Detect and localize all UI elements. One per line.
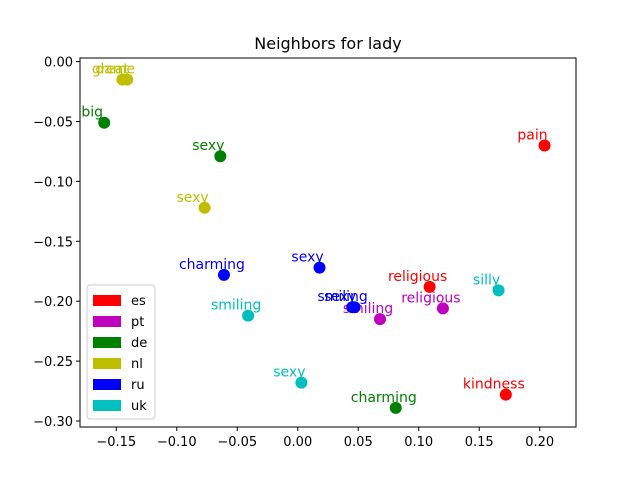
point-uk bbox=[295, 376, 308, 389]
legend-swatch-ru bbox=[93, 379, 121, 390]
y-tick-label: −0.05 bbox=[33, 115, 73, 130]
legend-swatch-nl bbox=[93, 358, 121, 369]
x-tick-label: 0.05 bbox=[344, 435, 373, 450]
point-label-de: sexy bbox=[192, 138, 224, 154]
point-label-es: pain bbox=[517, 127, 547, 143]
point-ru bbox=[313, 261, 326, 274]
point-label-de: charming bbox=[351, 390, 417, 406]
x-tick-label: 0.10 bbox=[404, 435, 433, 450]
point-de bbox=[389, 401, 402, 414]
point-nl bbox=[198, 201, 211, 214]
x-tick-label: 0.00 bbox=[283, 435, 312, 450]
point-label-es: kindness bbox=[463, 377, 525, 393]
y-tick-label: −0.10 bbox=[33, 175, 73, 190]
chart-title: Neighbors for lady bbox=[254, 34, 401, 53]
point-label-de: big bbox=[81, 105, 103, 121]
point-label-nl: great bbox=[92, 62, 130, 78]
point-pt bbox=[374, 313, 387, 326]
legend-label-uk: uk bbox=[131, 399, 147, 414]
point-ru bbox=[217, 268, 230, 281]
point-label-ru: charming bbox=[179, 257, 245, 273]
legend-label-es: es bbox=[131, 294, 146, 309]
point-es bbox=[423, 280, 436, 293]
point-es bbox=[538, 139, 551, 152]
legend-swatch-uk bbox=[93, 400, 121, 411]
point-uk bbox=[492, 284, 505, 297]
y-tick-label: 0.00 bbox=[44, 56, 73, 71]
point-label-uk: silly bbox=[473, 272, 500, 288]
point-es bbox=[499, 388, 512, 401]
legend-label-nl: nl bbox=[131, 357, 143, 372]
plot-frame bbox=[79, 57, 577, 428]
y-tick-label: −0.20 bbox=[33, 295, 73, 310]
legend-swatch-pt bbox=[93, 316, 121, 327]
y-tick-label: −0.30 bbox=[33, 415, 73, 430]
x-tick-label: 0.20 bbox=[525, 435, 554, 450]
x-tick-label: 0.15 bbox=[465, 435, 494, 450]
legend-swatch-de bbox=[93, 337, 121, 348]
legend-label-pt: pt bbox=[131, 315, 144, 330]
x-tick-label: −0.05 bbox=[217, 435, 257, 450]
point-ru bbox=[346, 301, 359, 314]
point-label-nl: dame bbox=[95, 62, 135, 78]
x-tick-label: −0.10 bbox=[157, 435, 197, 450]
point-nl bbox=[121, 73, 134, 86]
point-uk bbox=[242, 309, 255, 322]
legend-swatch-es bbox=[93, 295, 121, 306]
point-label-uk: sexy bbox=[273, 365, 305, 381]
point-label-es: religious bbox=[388, 269, 447, 285]
y-tick-label: −0.25 bbox=[33, 355, 73, 370]
point-label-ru: smiling bbox=[317, 289, 367, 305]
x-tick-label: −0.15 bbox=[96, 435, 136, 450]
point-pt bbox=[436, 302, 449, 315]
point-label-uk: smiling bbox=[211, 298, 261, 314]
legend: es pt de nl ru uk bbox=[86, 284, 156, 420]
y-tick-label: −0.15 bbox=[33, 235, 73, 250]
point-de bbox=[214, 150, 227, 163]
point-label-pt: religious bbox=[401, 290, 460, 306]
point-label-ru: sexy bbox=[291, 250, 323, 266]
point-label-ru: sexy bbox=[324, 289, 356, 305]
legend-label-ru: ru bbox=[131, 378, 145, 393]
legend-label-de: de bbox=[131, 336, 147, 351]
point-label-nl: sexy bbox=[176, 190, 208, 206]
point-de bbox=[98, 116, 111, 129]
